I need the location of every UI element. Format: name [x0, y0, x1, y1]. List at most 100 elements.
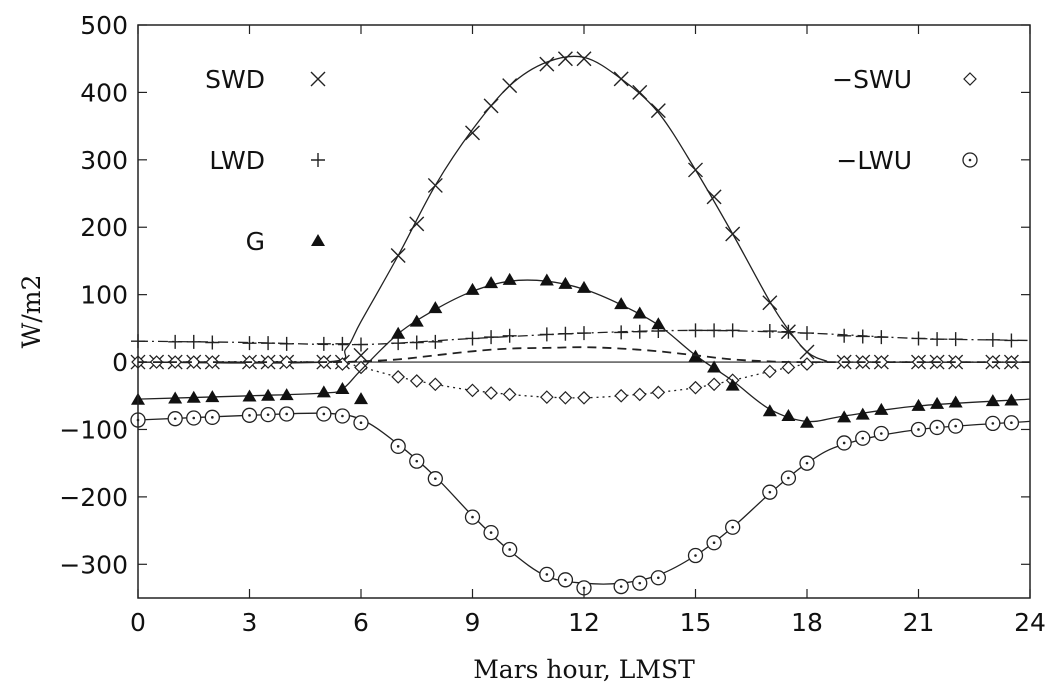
series-g-point: [428, 301, 443, 314]
series-lwu-point: [780, 470, 797, 486]
series-swd-point: [390, 248, 406, 264]
y-tick-label: 400: [80, 78, 128, 107]
series-lwd-point: [261, 336, 276, 351]
series-lwd-point: [279, 336, 294, 351]
series-g-point: [1004, 393, 1019, 406]
series-lwd-point: [465, 331, 480, 346]
series-lwu-point: [650, 570, 666, 586]
series-lwd-point: [948, 332, 963, 347]
y-tick-label: 300: [80, 146, 128, 175]
series-swd-point: [539, 56, 555, 72]
series-lwu-line: [137, 412, 1031, 585]
series-lwu-point: [873, 425, 889, 442]
series-g-point: [651, 317, 666, 330]
series-swu-point: [354, 360, 368, 375]
series-g-point: [316, 385, 331, 398]
series-swd-point: [688, 162, 703, 178]
legend-entry-swu: −SWU: [832, 65, 977, 94]
legend-entry-lwd: LWD: [209, 146, 325, 175]
y-tick-label: 0: [112, 348, 128, 377]
series-lwd-point: [1004, 333, 1019, 348]
series-g: [131, 272, 1031, 428]
series-swd-point: [650, 103, 666, 119]
legend-label: LWD: [209, 146, 265, 175]
series-lwd-point: [484, 330, 499, 345]
series-lwd-point: [781, 324, 796, 339]
series-lwd-point: [168, 334, 183, 349]
series-lwd-point: [855, 329, 870, 344]
legend-entry-g: G: [246, 227, 325, 256]
series-g-point: [354, 392, 368, 405]
series-swu-point: [502, 387, 517, 402]
series-g-point: [985, 394, 1000, 407]
series-g-point: [577, 280, 591, 293]
legend-marker: [963, 72, 977, 86]
series-lwu-point: [316, 406, 332, 422]
series-g-point: [614, 297, 629, 310]
series-swu-point: [186, 355, 201, 369]
series-swu-point: [335, 357, 350, 371]
series-lwu-point: [706, 535, 722, 551]
legend-marker: [311, 153, 325, 167]
x-tick-label: 18: [791, 608, 823, 637]
series-lwu-point: [334, 408, 351, 424]
series-swu-point: [205, 355, 220, 369]
y-axis: 500 400 300 200 100 0 −100 −200 −300: [59, 11, 1030, 579]
series-lwd-point: [688, 323, 703, 338]
series-unlabeled: [137, 346, 1031, 364]
series-g-point: [707, 360, 722, 373]
series-unlabeled-line: [137, 346, 1031, 364]
series-swd-point: [706, 189, 722, 205]
series-lwu-point: [929, 419, 945, 436]
y-tick-label: 200: [80, 213, 128, 242]
series-lwd-point: [837, 328, 852, 343]
series-lwu-point: [483, 524, 499, 541]
series-lwu-point: [948, 418, 964, 434]
series-g-point: [855, 407, 870, 420]
series-swu-point: [688, 380, 703, 395]
series-lwd-point: [762, 324, 777, 339]
y-tick-label: −100: [59, 415, 128, 444]
series-lwu-point: [855, 430, 871, 446]
series-lwu-point: [241, 407, 258, 423]
y-tick-label: 100: [80, 281, 128, 310]
series-swd-point: [483, 98, 499, 114]
series-swu-point: [409, 374, 424, 388]
legend-label: −LWU: [836, 146, 912, 175]
legend-marker: [310, 71, 326, 87]
series-lwd-point: [930, 332, 945, 347]
legend-entry-swd: SWD: [205, 65, 326, 94]
series-lwu-point: [464, 509, 481, 525]
legend-entry-lwu: −LWU: [836, 146, 978, 175]
y-tick-label: −200: [59, 483, 128, 512]
series-swu-point: [539, 390, 554, 404]
series-lwd-point: [354, 337, 368, 352]
series-g-point: [409, 314, 424, 327]
series-lwu-point: [687, 547, 704, 564]
series-g-point: [502, 272, 517, 285]
series-lwd: [131, 323, 1031, 352]
y-tick-label: 500: [80, 11, 128, 40]
series-swd-point: [762, 295, 778, 311]
series-swd-point: [725, 226, 741, 242]
x-tick-label: 0: [130, 608, 146, 637]
series-g-point: [948, 395, 963, 408]
series-lwd-point: [428, 334, 443, 349]
series-swu-point: [465, 383, 480, 398]
series-lwd-point: [409, 335, 424, 350]
series-lwd-point: [502, 328, 517, 343]
series-g-point: [186, 390, 201, 403]
series-swd-point: [502, 78, 518, 94]
series-g-point: [205, 390, 220, 403]
series-swd-point: [409, 216, 425, 232]
series-lwu-point: [260, 406, 276, 423]
x-tick-label: 24: [1014, 608, 1046, 637]
series-g-point: [484, 276, 499, 289]
series-lwd-point: [205, 335, 220, 350]
series-lwu-point: [204, 409, 220, 425]
series-swd-point: [557, 51, 573, 67]
series-lwu-point: [167, 411, 183, 427]
series-swd: [130, 51, 1031, 370]
x-tick-label: 9: [465, 608, 481, 637]
